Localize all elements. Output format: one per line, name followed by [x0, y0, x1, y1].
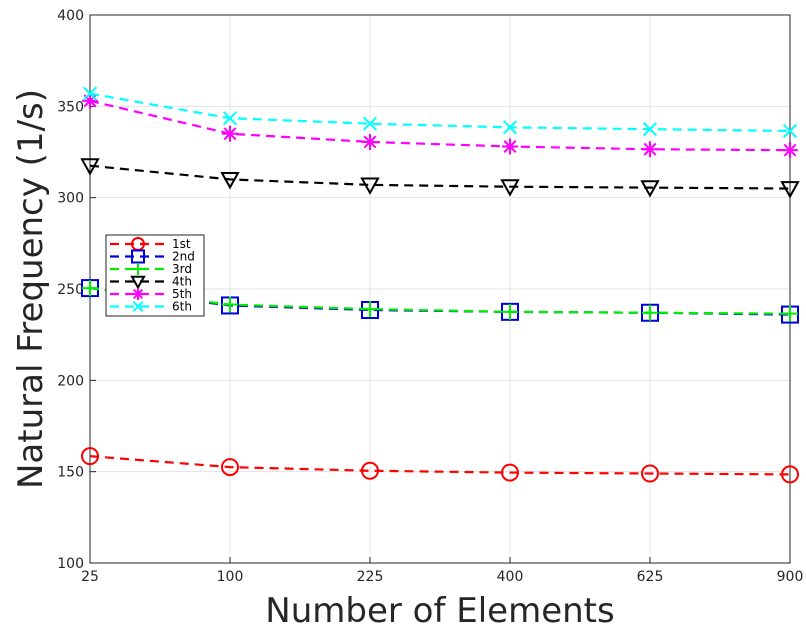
- data-point-4th: [640, 180, 660, 198]
- x-tick-label: 400: [497, 569, 524, 585]
- y-axis-title: Natural Frequency (1/s): [11, 89, 51, 489]
- legend-marker: [132, 300, 144, 313]
- data-point-3rd: [362, 301, 378, 318]
- legend-marker: [132, 288, 144, 300]
- data-point-1st: [361, 461, 379, 480]
- data-point-4th: [360, 177, 380, 195]
- legend-label: 4th: [172, 275, 192, 289]
- data-point-1st: [501, 463, 519, 482]
- series-layer: [80, 86, 800, 484]
- data-point-6th: [222, 111, 238, 126]
- legend-item-3rd: 3rd: [110, 262, 192, 276]
- y-tick-label: 150: [57, 465, 84, 481]
- legend-label: 6th: [172, 300, 192, 314]
- series-line-6th: [89, 92, 791, 133]
- legend-label: 3rd: [172, 262, 192, 276]
- data-point-3rd: [502, 303, 518, 320]
- grid: [89, 14, 791, 564]
- x-tick-label: 900: [777, 569, 804, 585]
- x-tick-label: 100: [217, 569, 244, 585]
- data-point-5th: [502, 138, 518, 155]
- legend-item-1st: 1st: [110, 237, 191, 251]
- y-tick-label: 300: [57, 191, 84, 207]
- data-point-5th: [642, 141, 658, 158]
- series-5th: [82, 92, 798, 159]
- data-point-1st: [221, 458, 239, 477]
- series-line-4th: [89, 164, 791, 190]
- x-tick-label: 225: [357, 569, 384, 585]
- legend-marker: [131, 249, 145, 264]
- x-axis-ticks: 25 100 225 400 625 900: [81, 557, 803, 585]
- data-point-1st: [81, 447, 99, 466]
- data-point-4th: [780, 181, 800, 199]
- data-point-6th: [82, 86, 98, 101]
- legend-item-2nd: 2nd: [110, 249, 195, 264]
- legend-item-5th: 5th: [110, 287, 192, 301]
- legend-item-6th: 6th: [110, 300, 192, 314]
- data-point-6th: [502, 120, 518, 135]
- series-6th: [82, 86, 798, 139]
- y-tick-label: 200: [57, 373, 84, 389]
- legend-label: 2nd: [172, 250, 195, 264]
- data-point-3rd: [222, 296, 238, 313]
- x-tick-label: 25: [81, 569, 99, 585]
- data-point-5th: [362, 133, 378, 150]
- series-line-5th: [89, 99, 791, 152]
- series-3rd: [82, 280, 798, 322]
- data-point-6th: [782, 123, 798, 139]
- data-point-3rd: [642, 304, 658, 321]
- legend-label: 5th: [172, 287, 192, 301]
- data-point-6th: [642, 122, 658, 137]
- y-tick-label: 350: [57, 99, 84, 115]
- series-line-1st: [89, 455, 791, 476]
- data-point-3rd: [82, 280, 98, 297]
- y-tick-label: 250: [57, 282, 84, 298]
- data-point-4th: [80, 158, 100, 176]
- legend-marker: [130, 275, 146, 290]
- data-point-3rd: [782, 305, 798, 322]
- data-point-1st: [641, 464, 659, 483]
- data-point-4th: [500, 179, 520, 197]
- legend-item-4th: 4th: [110, 275, 192, 290]
- data-point-5th: [782, 142, 798, 159]
- series-4th: [80, 158, 800, 199]
- data-point-6th: [362, 116, 378, 131]
- x-tick-label: 625: [637, 569, 664, 585]
- data-point-5th: [222, 125, 238, 142]
- series-line-3rd: [89, 286, 791, 315]
- series-1st: [81, 447, 799, 484]
- data-point-5th: [82, 92, 98, 109]
- legend-box: [105, 234, 205, 317]
- y-tick-label: 400: [57, 8, 84, 24]
- data-point-4th: [220, 172, 240, 190]
- legend-label: 1st: [172, 237, 191, 251]
- y-tick-label: 100: [57, 556, 84, 572]
- data-point-1st: [781, 465, 799, 484]
- y-axis-ticks: 100 150 200 250 300 350 400: [57, 8, 96, 572]
- x-axis-title: Number of Elements: [265, 591, 614, 631]
- legend-marker: [132, 263, 144, 275]
